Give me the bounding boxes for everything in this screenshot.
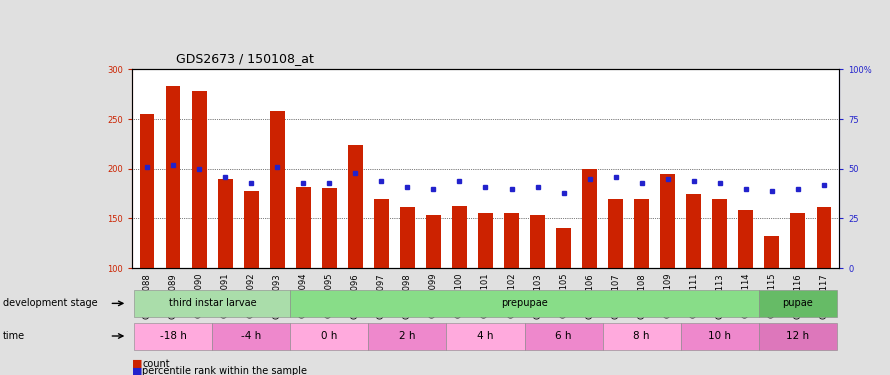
Bar [556, 228, 570, 268]
Text: 8 h: 8 h [634, 331, 650, 341]
Bar [375, 199, 389, 268]
Text: -4 h: -4 h [241, 331, 262, 341]
Text: third instar larvae: third instar larvae [168, 298, 256, 308]
Bar [192, 91, 206, 268]
Bar [426, 216, 441, 268]
Bar [505, 213, 519, 268]
Text: percentile rank within the sample: percentile rank within the sample [142, 366, 307, 375]
Bar [218, 179, 232, 268]
Bar [582, 169, 596, 268]
Bar [322, 188, 336, 268]
Bar [739, 210, 753, 268]
Bar [271, 111, 285, 268]
Text: 10 h: 10 h [708, 331, 731, 341]
Bar [296, 187, 311, 268]
Text: 2 h: 2 h [400, 331, 416, 341]
Text: 12 h: 12 h [786, 331, 809, 341]
Text: -18 h: -18 h [160, 331, 187, 341]
Text: time: time [3, 331, 25, 341]
Text: development stage: development stage [3, 298, 97, 308]
Text: GDS2673 / 150108_at: GDS2673 / 150108_at [176, 52, 314, 65]
Bar [686, 194, 700, 268]
Bar [609, 199, 623, 268]
Bar [140, 114, 155, 268]
Bar [400, 207, 415, 268]
Bar [713, 199, 727, 268]
Text: ■: ■ [132, 359, 142, 369]
Bar [478, 213, 493, 268]
Text: prepupae: prepupae [501, 298, 548, 308]
Text: ■: ■ [132, 366, 142, 375]
Bar [348, 145, 362, 268]
Bar [452, 206, 466, 268]
Bar [816, 207, 831, 268]
Text: 0 h: 0 h [321, 331, 337, 341]
Bar [166, 86, 181, 268]
Text: pupae: pupae [782, 298, 813, 308]
Text: 4 h: 4 h [477, 331, 494, 341]
Bar [244, 190, 258, 268]
Bar [790, 213, 805, 268]
Text: 6 h: 6 h [555, 331, 571, 341]
Text: count: count [142, 359, 170, 369]
Bar [635, 199, 649, 268]
Bar [530, 216, 545, 268]
Bar [660, 174, 675, 268]
Bar [765, 236, 779, 268]
